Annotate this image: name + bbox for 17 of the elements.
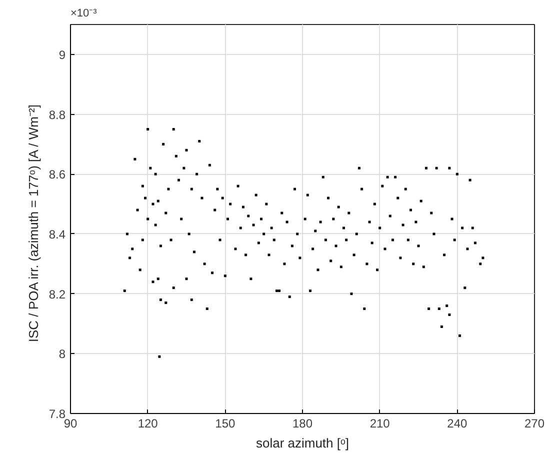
y-tick-label: 8 <box>58 347 66 362</box>
x-tick-label: 180 <box>292 416 313 430</box>
y-tick-label: 8.8 <box>48 108 66 122</box>
x-tick-label: 90 <box>64 416 78 430</box>
y-tick-label: 8.2 <box>48 287 66 302</box>
y-tick-label: 8.6 <box>48 168 66 182</box>
x-tick-label: 150 <box>215 416 236 430</box>
y-axis-title: ISC / POA irr. (azimuth = 177ᵒ) [A / Wm⁻²] <box>26 104 41 342</box>
x-tick-label: 240 <box>447 416 468 430</box>
y-tick-label: 7.8 <box>48 407 66 421</box>
y-tick-label: 9 <box>58 48 66 62</box>
text: ×10⁻³ <box>70 8 98 20</box>
x-tick-label: 270 <box>524 416 545 430</box>
x-tick-label: 210 <box>370 416 390 430</box>
x-axis-title: solar azimuth [ᵒ] <box>256 436 350 450</box>
x-tick-label: 120 <box>138 416 158 430</box>
y-tick-label: 8.4 <box>48 227 66 242</box>
